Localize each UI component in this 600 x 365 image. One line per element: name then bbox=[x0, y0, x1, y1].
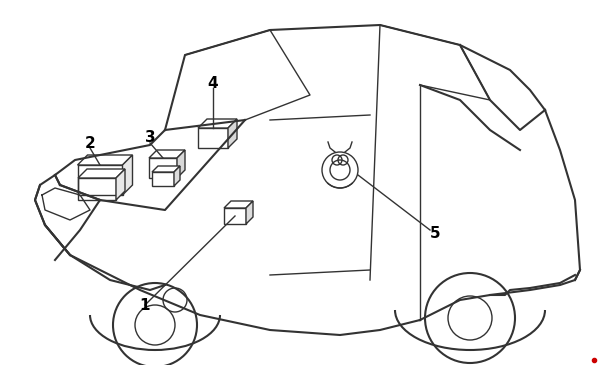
Polygon shape bbox=[246, 201, 253, 224]
Polygon shape bbox=[152, 166, 180, 172]
Polygon shape bbox=[174, 166, 180, 186]
Text: 4: 4 bbox=[208, 76, 218, 91]
Polygon shape bbox=[77, 155, 133, 165]
Text: 2: 2 bbox=[85, 135, 95, 150]
Polygon shape bbox=[224, 201, 253, 208]
Polygon shape bbox=[198, 119, 237, 128]
Polygon shape bbox=[177, 150, 185, 178]
Polygon shape bbox=[198, 128, 228, 148]
Text: 3: 3 bbox=[145, 130, 155, 145]
Polygon shape bbox=[149, 150, 185, 158]
Polygon shape bbox=[152, 172, 174, 186]
Polygon shape bbox=[78, 169, 125, 178]
Polygon shape bbox=[149, 158, 177, 178]
Polygon shape bbox=[116, 169, 125, 200]
Polygon shape bbox=[228, 119, 237, 148]
Polygon shape bbox=[122, 155, 133, 195]
Polygon shape bbox=[224, 208, 246, 224]
Text: 5: 5 bbox=[430, 226, 440, 241]
Text: 1: 1 bbox=[140, 297, 150, 312]
